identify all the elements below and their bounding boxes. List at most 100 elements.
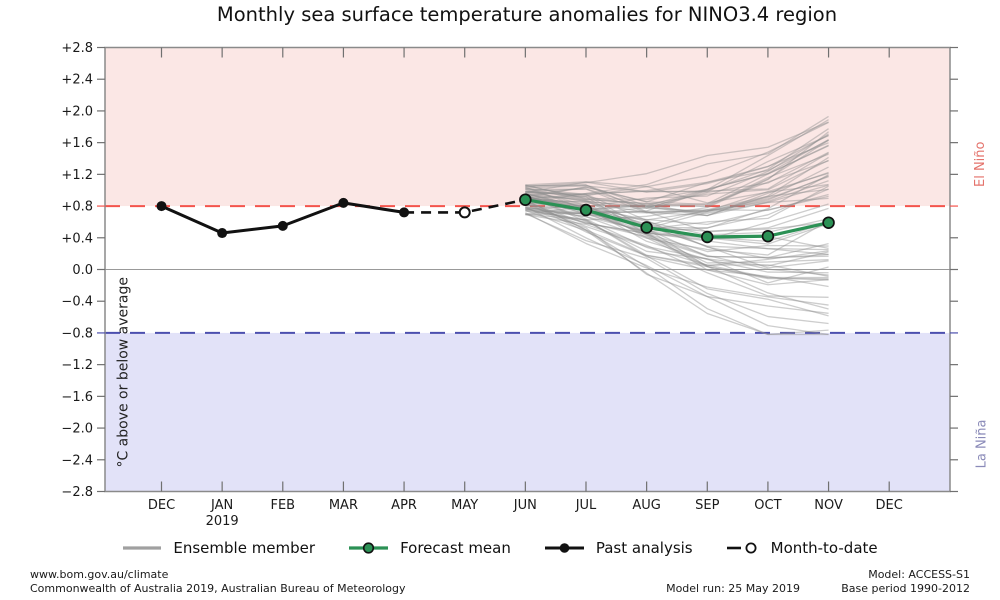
x-tick-label: OCT (754, 498, 781, 513)
ensemble-member-line (525, 144, 829, 207)
past-analysis-line (156, 197, 471, 239)
forecast-mean-line (519, 193, 835, 244)
ensemble-member-line (525, 201, 829, 317)
ensemble-member-line (525, 119, 829, 210)
ensemble-member-line (525, 184, 829, 233)
ensemble-member-line (525, 128, 829, 215)
forecast-mean-path (525, 198, 829, 239)
y-tick-label: −0.4 (61, 295, 93, 310)
ensemble-member-line (525, 139, 829, 208)
legend-label-ensemble: Ensemble member (173, 539, 316, 557)
x-tick-label: JUN (513, 498, 537, 513)
ensemble-member-line (525, 196, 829, 256)
y-tick-label: +2.4 (61, 73, 93, 88)
y-tick-label: −2.4 (61, 453, 93, 468)
ensemble-member-line (525, 208, 829, 259)
ensemble-member-line (525, 196, 829, 241)
ensemble-member-line (525, 166, 829, 221)
ensemble-member-line (525, 188, 829, 214)
forecast-mean-point (761, 229, 775, 243)
ensemble-member-line (525, 135, 829, 204)
ensemble-member-line (525, 115, 829, 200)
past-analysis-point (217, 228, 228, 239)
ensemble-member-line (525, 209, 829, 336)
forecast-mean-point (701, 230, 714, 244)
ensemble-member-line (525, 192, 829, 310)
ensemble-member-line (525, 199, 829, 281)
past-analysis-point (338, 197, 349, 208)
footer-copyright: Commonwealth of Australia 2019, Australi… (30, 582, 406, 595)
y-tick-label: +2.8 (61, 41, 93, 56)
ensemble-member-line (525, 202, 829, 245)
x-tick-label: MAR (329, 498, 358, 513)
ensemble-member-line (525, 121, 829, 187)
footer-website: www.bom.gov.au/climate (30, 568, 169, 581)
x-tick-label: DEC (148, 498, 175, 513)
ensemble-member-line (525, 139, 829, 203)
ensemble-member-line (525, 207, 829, 336)
x-tick-label: JUL (575, 498, 597, 513)
past-analysis-icon (544, 543, 584, 553)
ensemble-member-line (525, 152, 829, 193)
y-tick-label: −1.6 (61, 390, 93, 405)
ensemble-member-line (525, 172, 829, 212)
ensemble-member-line (525, 133, 829, 208)
y-tick-label: +0.4 (61, 231, 93, 246)
ensemble-member-line (525, 171, 829, 217)
ensemble-member-line (525, 194, 829, 279)
y-tick-label: −2.8 (61, 485, 93, 500)
legend-item-mtd: Month-to-date (726, 539, 878, 557)
legend-label-mtd: Month-to-date (770, 539, 878, 557)
ensemble-member-line (525, 206, 829, 314)
x-tick-label: NOV (814, 498, 843, 513)
ensemble-member-line (525, 156, 829, 217)
ensemble-member-line (525, 208, 829, 288)
past-analysis-point (277, 220, 288, 231)
forecast-mean-icon (349, 542, 389, 554)
x-tick-label: AUG (632, 498, 660, 513)
el-nino-band (105, 47, 950, 207)
threshold-bands (105, 47, 950, 492)
ensemble-member-line (525, 188, 829, 236)
ensemble-member-line (525, 160, 829, 206)
footer-model-run: Model run: 25 May 2019 (666, 582, 800, 595)
ensemble-member-line (525, 205, 829, 242)
y-tick-label: −0.8 (61, 326, 93, 341)
ensemble-member-line (525, 212, 829, 306)
ensemble-member-line (525, 134, 829, 193)
legend-item-ensemble: Ensemble member (122, 539, 315, 557)
legend-label-forecast: Forecast mean (400, 539, 511, 557)
ensemble-member-line (525, 214, 829, 298)
x-tick-label: DEC (876, 498, 903, 513)
month-to-date-open-point (458, 206, 471, 219)
page-title: Monthly sea surface temperature anomalie… (216, 3, 838, 26)
footer-base-period: Base period 1990-2012 (841, 582, 970, 595)
ensemble-member-line (525, 175, 829, 216)
ensemble-member-line (525, 121, 829, 197)
ensemble-member-line (525, 153, 829, 210)
forecast-mean-point (640, 221, 653, 234)
ensemble-member-line (525, 212, 829, 325)
legend: Ensemble member Forecast mean Past analy… (0, 535, 1000, 561)
ensemble-member-line (525, 201, 829, 253)
x-tick-label: SEP (695, 498, 719, 513)
ensemble-member-line (525, 186, 829, 286)
ensemble-lines (525, 115, 829, 336)
y-tick-label: 0.0 (72, 263, 93, 278)
forecast-mean-point (519, 193, 532, 206)
footer-model: Model: ACCESS-S1 (868, 568, 970, 581)
past-analysis-point (156, 201, 167, 212)
la-nina-region-label: La Niña (974, 419, 990, 469)
forecast-mean-point (822, 216, 835, 229)
y-axis-label: °C above or below average (115, 277, 132, 468)
ensemble-member-line (525, 187, 829, 269)
x-tick-label: FEB (270, 498, 295, 513)
ensemble-member-line (525, 210, 829, 277)
axes: +2.8 +2.4 +2.0 +1.6 +1.2 +0.8 +0.4 0.0 −0.4 −0.8 −… (61, 41, 958, 529)
ensemble-member-line (525, 151, 829, 215)
ensemble-member-line (525, 142, 829, 196)
ensemble-member-line (525, 191, 829, 259)
y-tick-label: +1.2 (61, 168, 93, 183)
legend-item-forecast: Forecast mean (348, 539, 511, 557)
ensemble-member-line (525, 138, 829, 201)
